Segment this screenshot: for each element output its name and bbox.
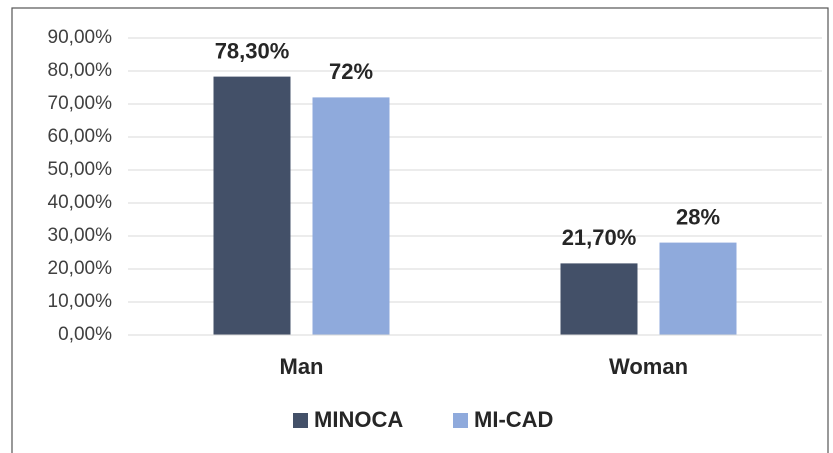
bar xyxy=(213,76,291,336)
y-tick-label: 30,00% xyxy=(48,225,113,246)
x-tick-label: Man xyxy=(280,354,324,379)
y-tick-label: 80,00% xyxy=(48,60,113,81)
y-tick-label: 10,00% xyxy=(48,291,113,312)
y-tick-label: 70,00% xyxy=(48,93,113,114)
y-tick-label: 20,00% xyxy=(48,258,113,279)
chart-frame xyxy=(11,7,829,453)
bar xyxy=(560,263,638,335)
data-label: 28% xyxy=(676,204,720,229)
data-label: 72% xyxy=(329,59,373,84)
legend-label: MI-CAD xyxy=(474,407,553,432)
legend-label: MINOCA xyxy=(314,407,403,432)
legend-swatch xyxy=(453,413,468,428)
legend-swatch xyxy=(293,413,308,428)
y-tick-label: 0,00% xyxy=(58,324,112,345)
y-tick-label: 60,00% xyxy=(48,126,113,147)
data-label: 21,70% xyxy=(562,225,637,250)
bar xyxy=(659,242,737,335)
y-tick-label: 50,00% xyxy=(48,159,113,180)
y-tick-label: 40,00% xyxy=(48,192,113,213)
data-label: 78,30% xyxy=(215,38,290,63)
y-tick-label: 90,00% xyxy=(48,27,113,48)
bar xyxy=(312,97,390,336)
x-tick-label: Woman xyxy=(609,354,688,379)
